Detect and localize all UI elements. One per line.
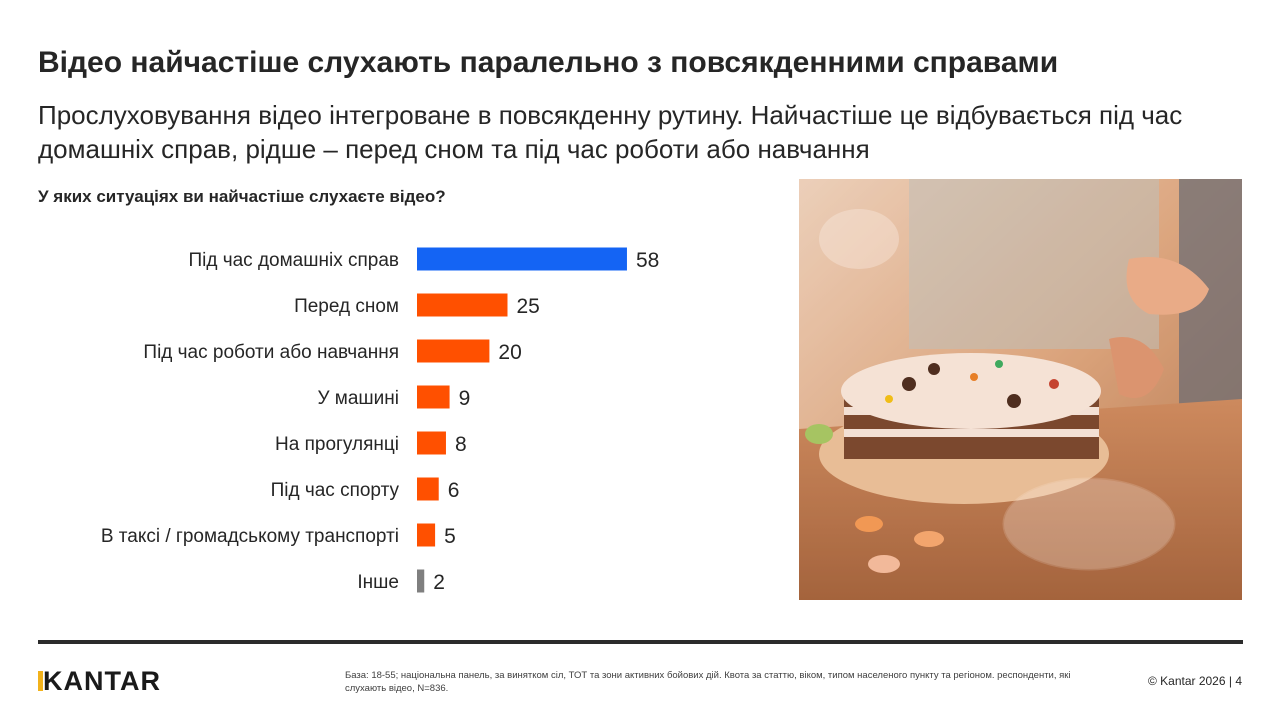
value-label: 9 [459,387,471,410]
category-label: Під час роботи або навчання [143,342,399,363]
bar [417,569,425,593]
value-label: 25 [517,295,540,318]
bar [417,339,490,363]
logo-text: KANTAR [43,666,161,696]
footnote: База: 18-55; національна панель, за виня… [345,670,1071,694]
bar [417,431,446,455]
category-label: Під час спорту [271,480,400,501]
value-label: 8 [455,433,467,456]
category-label: На прогулянці [275,434,399,455]
category-label: Під час домашніх справ [188,250,399,271]
bar [417,385,450,409]
value-label: 20 [498,341,521,364]
page-subtitle: Прослуховування відео інтегроване в повс… [38,100,1183,164]
copyright: © Kantar 2026 | 4 [1147,674,1242,688]
value-label: 5 [444,525,456,548]
page-title: Відео найчастіше слухають паралельно з п… [38,46,1059,79]
bar [417,477,439,501]
bar [417,247,627,271]
logo-accent-bar [38,671,43,691]
value-label: 58 [636,249,659,272]
category-label: Перед сном [294,296,399,317]
category-label: В таксі / громадському транспорті [101,526,399,547]
chart-question: У яких ситуаціях ви найчастіше слухаєте … [38,187,446,206]
value-label: 2 [433,571,445,594]
cake-photo [799,179,1242,600]
value-label: 6 [448,479,460,502]
category-label: У машині [317,388,399,409]
bar [417,523,436,547]
bar [417,293,508,317]
footer-divider [38,640,1243,644]
category-label: Інше [357,572,399,593]
